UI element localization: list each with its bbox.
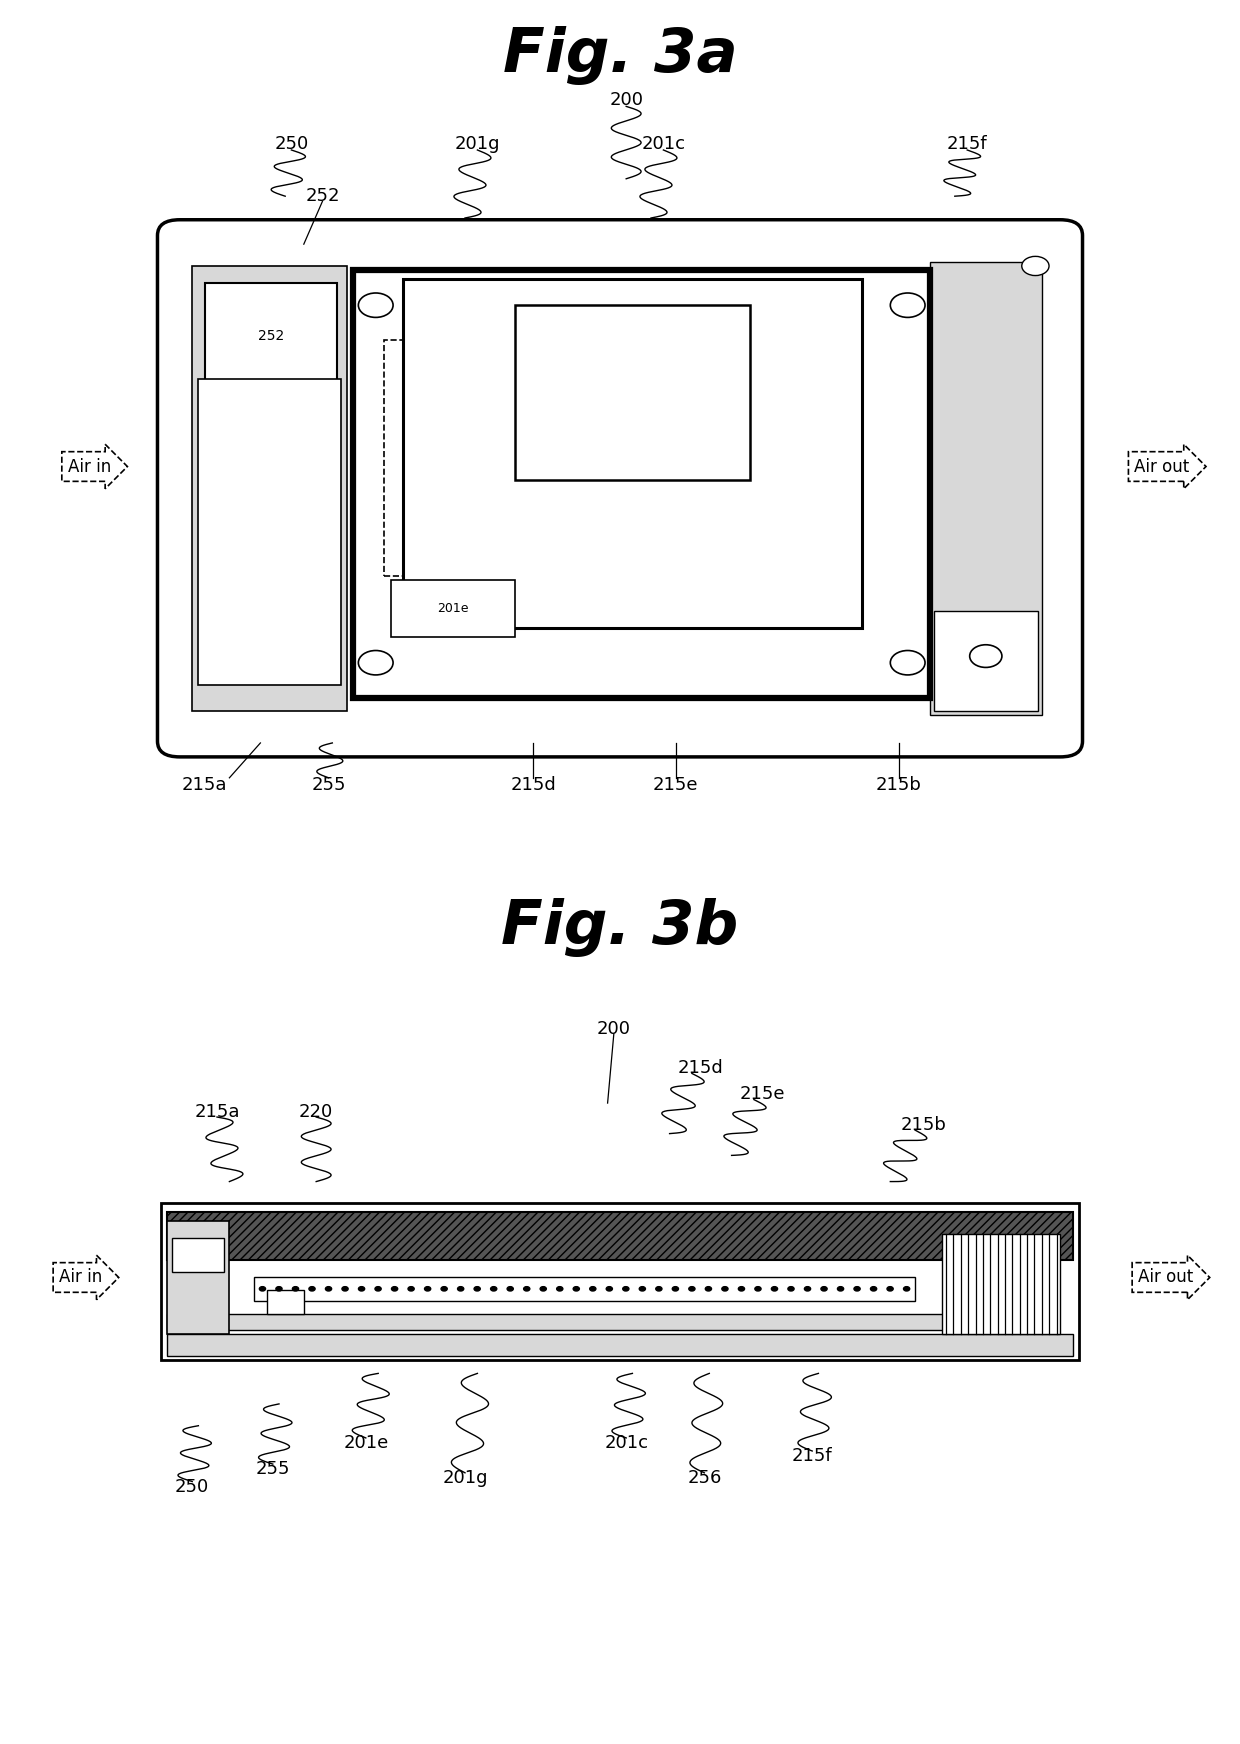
Circle shape xyxy=(358,293,393,317)
Text: 220: 220 xyxy=(299,1102,334,1121)
Bar xyxy=(384,340,608,576)
Text: Air out: Air out xyxy=(1138,1268,1193,1287)
Circle shape xyxy=(640,1287,646,1291)
Circle shape xyxy=(1022,256,1049,276)
Bar xyxy=(254,1277,915,1301)
Circle shape xyxy=(887,1287,893,1291)
Circle shape xyxy=(890,293,925,317)
Bar xyxy=(198,380,341,685)
Circle shape xyxy=(738,1287,744,1291)
Circle shape xyxy=(374,1287,381,1291)
Circle shape xyxy=(573,1287,579,1291)
Bar xyxy=(161,1203,1079,1360)
Text: 201c: 201c xyxy=(604,1434,649,1453)
Text: 200: 200 xyxy=(596,1020,631,1038)
Text: 255: 255 xyxy=(255,1460,290,1479)
Circle shape xyxy=(787,1287,794,1291)
Bar xyxy=(167,1212,1073,1259)
Circle shape xyxy=(606,1287,613,1291)
Circle shape xyxy=(491,1287,497,1291)
Circle shape xyxy=(706,1287,712,1291)
Circle shape xyxy=(688,1287,694,1291)
Bar xyxy=(167,1334,1073,1357)
Circle shape xyxy=(622,1287,629,1291)
Circle shape xyxy=(259,1287,265,1291)
Circle shape xyxy=(458,1287,464,1291)
Bar xyxy=(942,1235,1060,1334)
Text: Air in: Air in xyxy=(68,457,110,476)
Text: 255: 255 xyxy=(311,776,346,794)
Bar xyxy=(353,270,930,698)
Text: 215f: 215f xyxy=(792,1448,832,1465)
Text: 215a: 215a xyxy=(182,776,227,794)
Text: 215e: 215e xyxy=(653,776,698,794)
Bar xyxy=(167,1221,229,1334)
Text: 215a: 215a xyxy=(195,1102,239,1121)
Bar xyxy=(205,283,337,387)
Text: 201e: 201e xyxy=(436,602,469,614)
Text: 215b: 215b xyxy=(901,1116,946,1134)
Circle shape xyxy=(358,1287,365,1291)
Circle shape xyxy=(854,1287,861,1291)
Text: 250: 250 xyxy=(274,134,309,153)
Text: 215e: 215e xyxy=(740,1085,785,1104)
Circle shape xyxy=(904,1287,910,1291)
Circle shape xyxy=(441,1287,448,1291)
Circle shape xyxy=(870,1287,877,1291)
Circle shape xyxy=(837,1287,843,1291)
Circle shape xyxy=(722,1287,728,1291)
Text: Air in: Air in xyxy=(60,1268,102,1287)
Bar xyxy=(515,305,750,480)
Text: 201g: 201g xyxy=(443,1468,487,1488)
Circle shape xyxy=(672,1287,678,1291)
FancyBboxPatch shape xyxy=(157,220,1083,757)
Circle shape xyxy=(358,651,393,675)
Circle shape xyxy=(293,1287,299,1291)
Text: 256: 256 xyxy=(687,1468,722,1488)
Bar xyxy=(167,1315,956,1329)
Text: 215d: 215d xyxy=(678,1059,723,1078)
Text: Fig. 3a: Fig. 3a xyxy=(502,26,738,85)
Circle shape xyxy=(890,651,925,675)
Text: 252: 252 xyxy=(258,328,284,344)
Circle shape xyxy=(755,1287,761,1291)
Text: 252: 252 xyxy=(305,187,340,206)
Circle shape xyxy=(590,1287,596,1291)
Text: 215f: 215f xyxy=(947,134,987,153)
Circle shape xyxy=(771,1287,777,1291)
Bar xyxy=(930,262,1042,715)
Bar xyxy=(267,1289,304,1315)
Circle shape xyxy=(656,1287,662,1291)
Circle shape xyxy=(392,1287,398,1291)
Circle shape xyxy=(970,645,1002,668)
Circle shape xyxy=(408,1287,414,1291)
Circle shape xyxy=(309,1287,315,1291)
Circle shape xyxy=(523,1287,529,1291)
Circle shape xyxy=(507,1287,513,1291)
Bar xyxy=(391,579,515,637)
Circle shape xyxy=(557,1287,563,1291)
Text: 200: 200 xyxy=(609,91,644,110)
Circle shape xyxy=(821,1287,827,1291)
Circle shape xyxy=(275,1287,281,1291)
Text: 201g: 201g xyxy=(455,134,500,153)
Circle shape xyxy=(424,1287,430,1291)
Bar xyxy=(192,265,347,712)
Text: 215d: 215d xyxy=(511,776,556,794)
Circle shape xyxy=(805,1287,811,1291)
Circle shape xyxy=(342,1287,348,1291)
Text: 201c: 201c xyxy=(641,134,686,153)
Text: 250: 250 xyxy=(175,1477,210,1496)
Text: Fig. 3b: Fig. 3b xyxy=(501,898,739,957)
Bar xyxy=(172,1238,224,1271)
Text: 201e: 201e xyxy=(343,1434,388,1453)
Text: 220: 220 xyxy=(268,323,303,340)
Text: 215b: 215b xyxy=(877,776,921,794)
Circle shape xyxy=(541,1287,547,1291)
Bar xyxy=(403,279,862,628)
Circle shape xyxy=(325,1287,331,1291)
Circle shape xyxy=(474,1287,480,1291)
Text: Air out: Air out xyxy=(1135,457,1189,476)
Bar xyxy=(934,610,1038,712)
